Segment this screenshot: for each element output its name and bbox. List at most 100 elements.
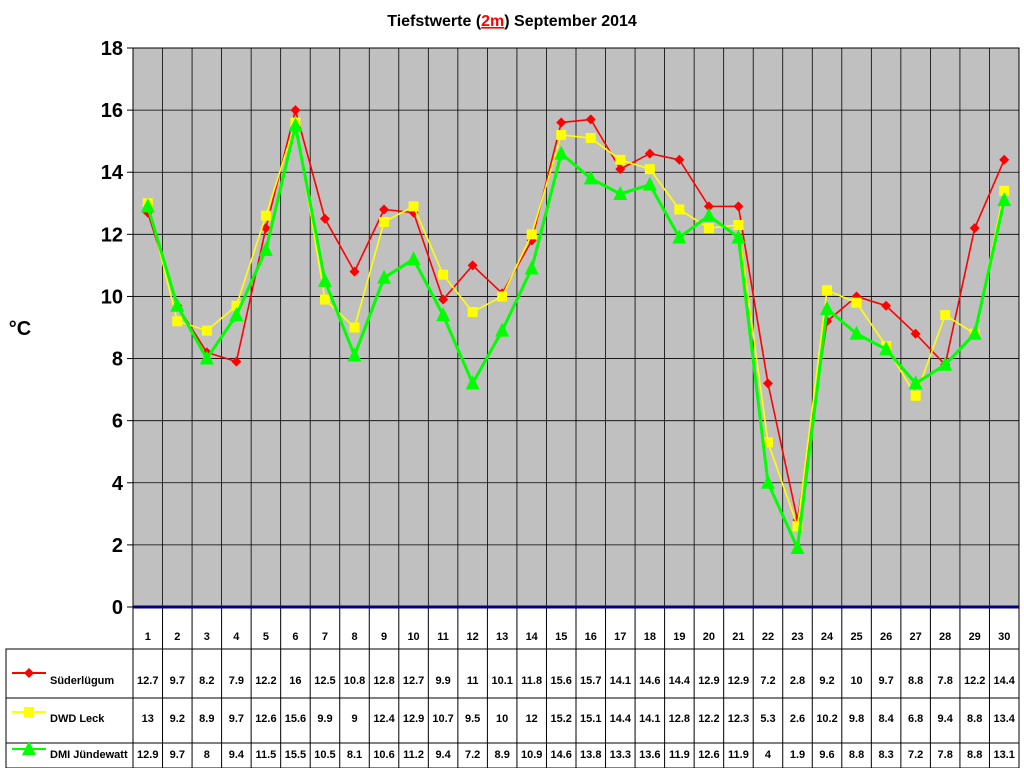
data-label: 11 [467, 675, 479, 687]
data-point [615, 164, 626, 175]
data-point [674, 204, 685, 215]
x-tick-label: 29 [969, 631, 981, 643]
data-point [908, 375, 923, 390]
y-tick-label: 12 [101, 224, 123, 246]
data-point [379, 216, 390, 227]
data-label: 12.9 [403, 713, 424, 725]
data-point [495, 322, 510, 337]
data-label: 12.6 [255, 713, 276, 725]
data-point [733, 201, 744, 212]
data-label: 14.6 [639, 675, 660, 687]
data-label: 9.5 [465, 713, 480, 725]
data-label: 14.6 [551, 749, 572, 761]
x-tick-label: 17 [614, 631, 626, 643]
data-label: 10.6 [373, 749, 394, 761]
data-point [820, 300, 835, 315]
x-tick-label: 18 [644, 631, 656, 643]
title-part-2: 2m [481, 13, 504, 30]
data-point [172, 316, 183, 327]
x-tick-label: 23 [791, 631, 803, 643]
data-label: 10 [496, 713, 508, 725]
legend-entry: Süderlügum [50, 675, 114, 687]
y-tick-label: 18 [101, 38, 123, 60]
data-point [438, 269, 449, 280]
data-label: 9.8 [849, 713, 864, 725]
data-point [526, 229, 537, 240]
data-label: 14.4 [669, 675, 691, 687]
data-label: 1.9 [790, 749, 805, 761]
data-label: 10 [850, 675, 862, 687]
data-label: 12.7 [137, 675, 158, 687]
x-tick-label: 24 [821, 631, 834, 643]
data-label: 8.8 [908, 675, 923, 687]
data-point [467, 260, 478, 271]
data-label: 13.4 [994, 713, 1016, 725]
title-part-3: ) September 2014 [504, 13, 637, 30]
data-point [762, 378, 773, 389]
title-part-1: Tiefstwerte ( [387, 13, 482, 30]
data-point [406, 251, 421, 266]
data-point [583, 170, 598, 185]
data-label: 2.8 [790, 675, 805, 687]
data-point [615, 154, 626, 165]
data-point [879, 341, 894, 356]
data-label: 7.9 [229, 675, 244, 687]
data-point [674, 154, 685, 165]
data-label: 9.4 [435, 749, 451, 761]
data-point [938, 356, 953, 371]
data-point [24, 707, 34, 717]
data-point [644, 148, 655, 159]
data-point [229, 307, 244, 322]
data-point [319, 213, 330, 224]
data-point [999, 185, 1010, 196]
data-label: 13.3 [610, 749, 631, 761]
x-tick-label: 8 [351, 631, 357, 643]
data-point [231, 300, 242, 311]
data-label: 8.9 [199, 713, 214, 725]
data-point [851, 297, 862, 308]
data-label: 7.8 [938, 675, 953, 687]
data-point [703, 223, 714, 234]
data-point [672, 229, 687, 244]
data-point [379, 204, 390, 215]
data-point [556, 117, 567, 128]
x-tick-label: 1 [145, 631, 151, 643]
data-point [556, 129, 567, 140]
data-point [24, 668, 34, 678]
series [140, 117, 1012, 554]
data-label: 11.2 [403, 749, 424, 761]
x-tick-label: 28 [939, 631, 951, 643]
data-point [524, 260, 539, 275]
data-point [465, 375, 480, 390]
data-point [792, 521, 803, 532]
data-point [438, 294, 449, 305]
data-point [997, 192, 1012, 207]
data-point [731, 229, 746, 244]
data-label: 12.9 [698, 675, 719, 687]
data-label: 8.3 [878, 749, 893, 761]
data-point [201, 325, 212, 336]
data-point [701, 207, 716, 222]
y-axis-label: °C [9, 318, 31, 340]
data-point [260, 210, 271, 221]
y-tick-label: 16 [101, 100, 123, 122]
x-tick-label: 26 [880, 631, 892, 643]
data-label: 13 [142, 713, 154, 725]
y-tick-label: 6 [112, 411, 123, 433]
x-tick-label: 25 [850, 631, 862, 643]
data-label: 9.7 [878, 675, 893, 687]
data-label: 12.5 [314, 675, 335, 687]
data-label: 10.2 [816, 713, 837, 725]
data-label: 16 [289, 675, 301, 687]
data-point [317, 272, 332, 287]
data-label: 9.9 [317, 713, 332, 725]
data-label: 8.8 [967, 749, 982, 761]
data-label: 15.5 [285, 749, 306, 761]
data-point [585, 133, 596, 144]
data-label: 11.5 [255, 749, 276, 761]
data-point [319, 294, 330, 305]
data-point [762, 437, 773, 448]
x-tick-label: 2 [174, 631, 180, 643]
data-point [881, 300, 892, 311]
x-tick-label: 27 [910, 631, 922, 643]
